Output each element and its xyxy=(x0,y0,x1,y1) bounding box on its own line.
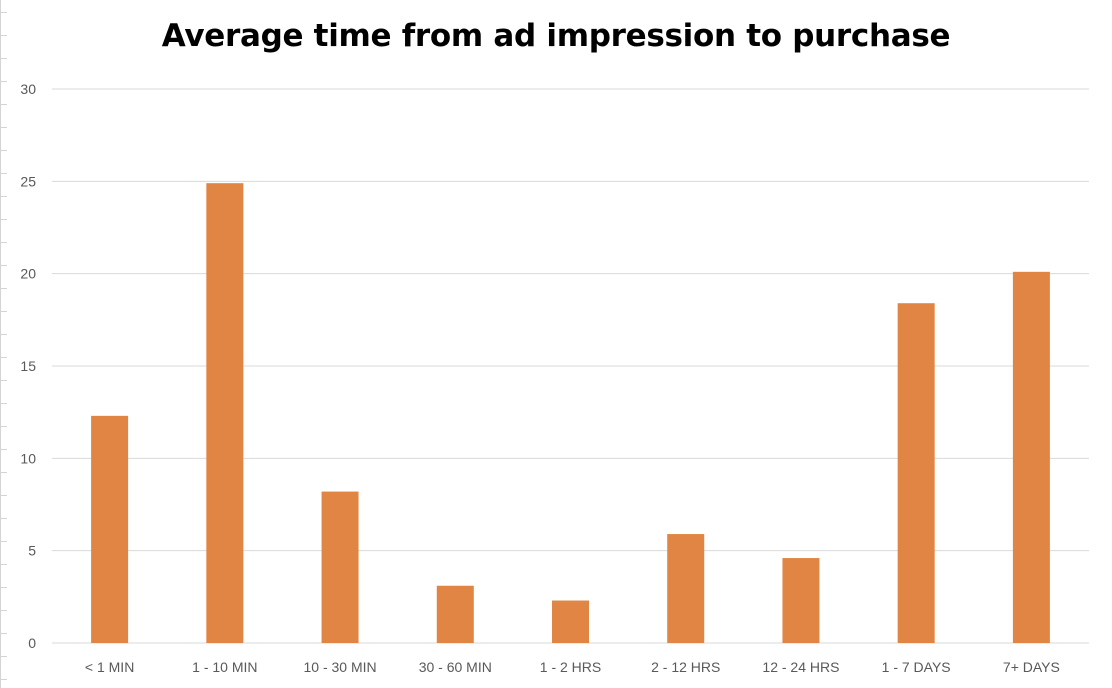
x-tick-label: 30 - 60 MIN xyxy=(419,659,492,675)
y-tick-label: 15 xyxy=(20,358,36,374)
sheet-row-edge xyxy=(0,541,7,542)
x-tick-label: 1 - 2 HRS xyxy=(540,659,601,675)
x-tick-label: 10 - 30 MIN xyxy=(303,659,376,675)
sheet-row-edge xyxy=(0,403,7,404)
sheet-row-edge xyxy=(0,173,7,174)
bar xyxy=(552,600,589,643)
sheet-row-edge xyxy=(0,150,7,151)
sheet-row-edge xyxy=(0,518,7,519)
sheet-row-edge xyxy=(0,495,7,496)
x-tick-label: 1 - 7 DAYS xyxy=(882,659,951,675)
sheet-row-edge xyxy=(0,656,7,657)
bar xyxy=(91,415,129,643)
y-tick-label: 20 xyxy=(20,266,36,282)
sheet-row-edge xyxy=(0,357,7,358)
y-axis-ticks: 0 5 10 15 20 25 30 xyxy=(20,81,36,651)
sheet-row-edge xyxy=(0,633,7,634)
y-tick-label: 0 xyxy=(28,635,36,651)
sheet-row-edge xyxy=(0,288,7,289)
sheet-row-edge xyxy=(0,449,7,450)
y-tick-label: 10 xyxy=(20,450,36,466)
sheet-row-edge xyxy=(0,58,7,59)
bar xyxy=(897,303,935,643)
sheet-row-edge xyxy=(0,242,7,243)
sheet-row-edge xyxy=(0,219,7,220)
y-tick-label: 5 xyxy=(28,543,36,559)
bar xyxy=(1012,271,1050,643)
sheet-row-edge xyxy=(0,380,7,381)
sheet-row-edge xyxy=(0,196,7,197)
x-tick-label: 7+ DAYS xyxy=(1003,659,1060,675)
y-tick-label: 25 xyxy=(20,173,36,189)
sheet-row-edge xyxy=(0,127,7,128)
x-tick-label: 2 - 12 HRS xyxy=(651,659,720,675)
sheet-row-edge xyxy=(0,610,7,611)
chart-title: Average time from ad impression to purch… xyxy=(161,18,951,54)
bar xyxy=(321,491,359,643)
sheet-row-edge xyxy=(0,12,7,13)
y-tick-label: 30 xyxy=(20,81,36,97)
sheet-row-edge xyxy=(0,104,7,105)
bar xyxy=(782,558,820,643)
sheet-row-edge xyxy=(0,35,7,36)
sheet-row-edge xyxy=(0,81,7,82)
sheet-row-edge xyxy=(0,564,7,565)
x-axis-ticks: < 1 MIN 1 - 10 MIN 10 - 30 MIN 30 - 60 MIN 1… xyxy=(85,659,1060,675)
x-tick-label: 1 - 10 MIN xyxy=(192,659,257,675)
bars xyxy=(91,183,1050,643)
sheet-row-edge xyxy=(0,679,7,680)
sheet-edge-line xyxy=(0,0,1,688)
x-tick-label: 12 - 24 HRS xyxy=(762,659,839,675)
sheet-row-edge xyxy=(0,334,7,335)
x-tick-label: < 1 MIN xyxy=(85,659,134,675)
sheet-row-edge xyxy=(0,472,7,473)
sheet-row-edge xyxy=(0,426,7,427)
bar xyxy=(436,585,474,643)
bar xyxy=(206,183,244,643)
bar xyxy=(667,534,705,643)
sheet-row-edge xyxy=(0,587,7,588)
sheet-row-edge xyxy=(0,311,7,312)
sheet-row-edge xyxy=(0,265,7,266)
